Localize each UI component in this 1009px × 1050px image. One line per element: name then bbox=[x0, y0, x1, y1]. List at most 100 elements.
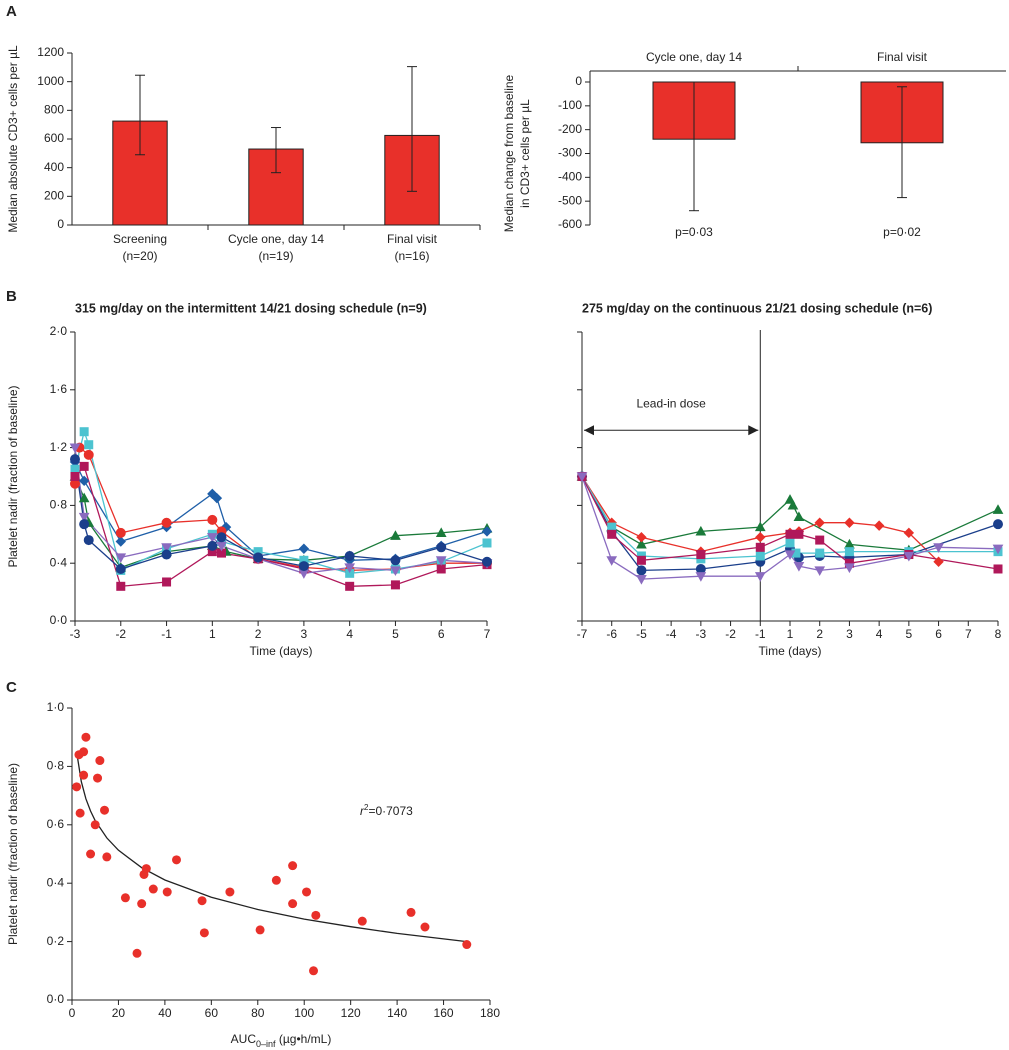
x-axis-label: Time (days) bbox=[250, 644, 313, 658]
n-label: (n=16) bbox=[394, 249, 429, 263]
x-tick-label: 0 bbox=[69, 1006, 76, 1020]
marker bbox=[993, 564, 1003, 574]
marker bbox=[576, 472, 588, 483]
point bbox=[95, 756, 105, 766]
marker bbox=[482, 538, 492, 548]
y-axis-label: Platelet nadir (fraction of baseline) bbox=[6, 385, 20, 567]
marker bbox=[70, 472, 80, 481]
annotation: r2=0·7073 bbox=[360, 803, 413, 819]
point bbox=[100, 805, 110, 815]
marker bbox=[903, 527, 915, 539]
marker bbox=[755, 551, 765, 561]
marker bbox=[794, 529, 804, 539]
marker bbox=[754, 572, 766, 582]
marker bbox=[115, 553, 127, 563]
point bbox=[199, 928, 209, 938]
n-label: (n=19) bbox=[258, 249, 293, 263]
marker bbox=[390, 530, 401, 540]
marker bbox=[161, 549, 172, 560]
x-tick-label: -6 bbox=[606, 627, 617, 641]
x-tick-label: 160 bbox=[434, 1006, 454, 1020]
marker bbox=[482, 556, 492, 567]
marker bbox=[84, 440, 94, 450]
marker bbox=[79, 461, 89, 471]
marker bbox=[815, 535, 825, 545]
x-tick-label: -1 bbox=[755, 627, 766, 641]
point bbox=[93, 773, 103, 783]
fit-curve bbox=[75, 751, 467, 943]
x-tick-label: 2 bbox=[816, 627, 823, 641]
y-tick-label: 1·2 bbox=[50, 440, 68, 454]
marker bbox=[785, 538, 795, 548]
point bbox=[75, 808, 85, 818]
y-tick-label: 2·0 bbox=[50, 324, 68, 338]
marker bbox=[636, 531, 647, 543]
marker bbox=[815, 548, 825, 558]
x-tick-label: 7 bbox=[965, 627, 972, 641]
marker bbox=[116, 581, 126, 591]
marker bbox=[793, 561, 805, 572]
x-tick-label: 8 bbox=[995, 627, 1002, 641]
marker bbox=[636, 538, 647, 549]
y-tick-label: -500 bbox=[558, 193, 582, 207]
x-tick-label: 80 bbox=[251, 1006, 265, 1020]
y-tick-label: 600 bbox=[44, 131, 64, 145]
marker bbox=[253, 552, 264, 563]
marker bbox=[695, 525, 707, 536]
n-label: (n=20) bbox=[122, 249, 157, 263]
marker bbox=[814, 566, 826, 576]
y-tick-label: 0·4 bbox=[47, 875, 65, 889]
x-tick-label: -4 bbox=[666, 627, 677, 641]
y-tick-label: -300 bbox=[558, 146, 582, 160]
marker bbox=[115, 527, 126, 538]
annotation: Lead-in dose bbox=[636, 396, 706, 410]
marker bbox=[787, 499, 799, 510]
x-tick-label: -2 bbox=[725, 627, 736, 641]
x-tick-label: 2 bbox=[255, 627, 262, 641]
marker bbox=[793, 511, 805, 522]
marker bbox=[78, 512, 90, 523]
marker bbox=[78, 492, 90, 503]
marker bbox=[78, 475, 90, 487]
x-tick-label: Final visit bbox=[877, 50, 928, 64]
x-tick-label: -1 bbox=[161, 627, 172, 641]
point bbox=[302, 887, 312, 897]
p-value: p=0·02 bbox=[883, 225, 921, 239]
x-tick-label: Screening bbox=[113, 232, 167, 246]
x-tick-label: 120 bbox=[341, 1006, 361, 1020]
x-tick-label: Cycle one, day 14 bbox=[646, 50, 742, 64]
marker bbox=[115, 563, 126, 574]
series-line bbox=[74, 461, 488, 561]
y-tick-label: 0·0 bbox=[47, 992, 65, 1006]
annotation-sup: 2 bbox=[364, 803, 369, 812]
x-axis-label: Time (days) bbox=[759, 644, 822, 658]
y-tick-label: 0·8 bbox=[47, 759, 65, 773]
y-tick-label: 400 bbox=[44, 160, 64, 174]
arrowhead bbox=[584, 425, 594, 436]
marker bbox=[161, 517, 172, 528]
point bbox=[288, 899, 298, 909]
point bbox=[311, 910, 321, 920]
chart-title: 275 mg/day on the continuous 21/21 dosin… bbox=[582, 301, 932, 315]
marker bbox=[785, 529, 795, 539]
marker bbox=[784, 550, 796, 561]
y-tick-label: 0 bbox=[575, 74, 582, 88]
point bbox=[141, 864, 151, 874]
marker bbox=[481, 526, 493, 537]
marker bbox=[161, 543, 172, 553]
marker bbox=[216, 541, 227, 552]
marker bbox=[844, 538, 855, 549]
y-tick-label: 0 bbox=[57, 217, 64, 231]
point bbox=[197, 896, 207, 906]
point bbox=[288, 861, 298, 871]
series-line bbox=[74, 447, 488, 574]
x-axis-label-units: (µg•h/mL) bbox=[276, 1032, 332, 1046]
marker bbox=[933, 543, 944, 553]
y-tick-label: 1200 bbox=[37, 45, 64, 59]
x-axis-label-sub: 0–inf bbox=[256, 1039, 276, 1049]
x-tick-label: 7 bbox=[484, 627, 491, 641]
y-tick-label: 200 bbox=[44, 189, 64, 203]
x-tick-label: 3 bbox=[846, 627, 853, 641]
point bbox=[90, 820, 100, 830]
